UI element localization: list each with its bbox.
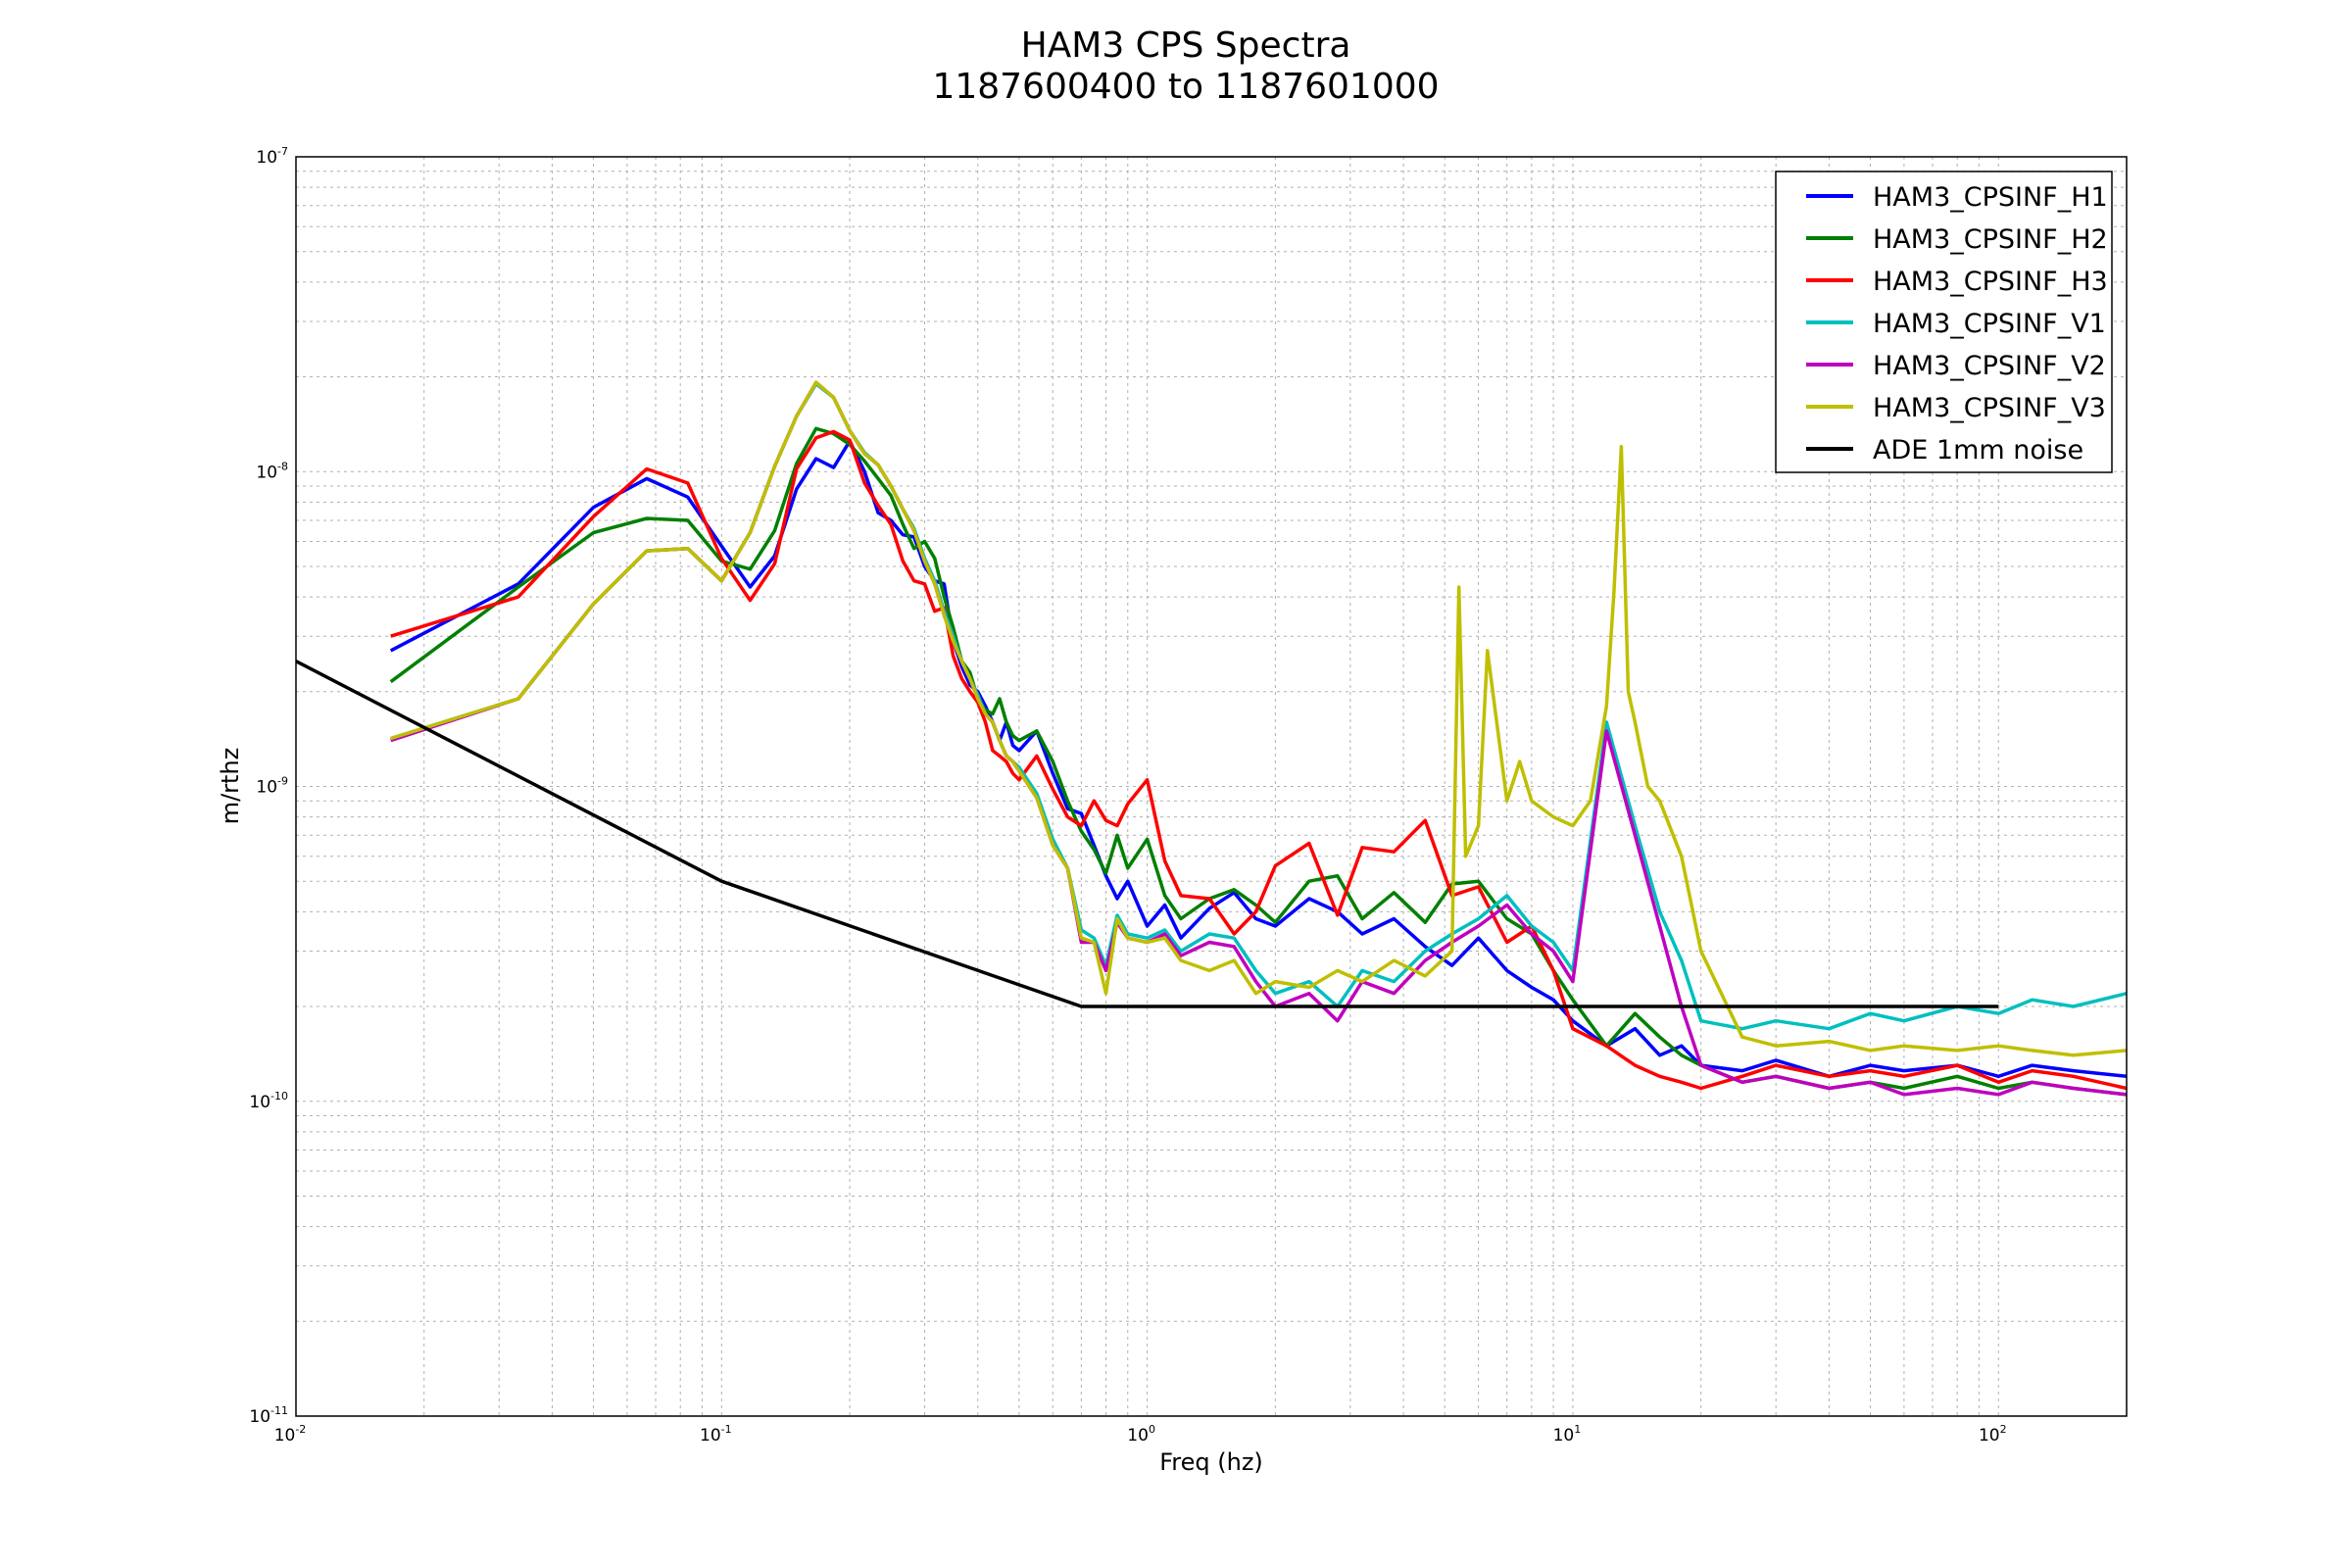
series-line-ham3-cpsinf-v3 (390, 380, 2127, 1057)
legend-label: HAM3_CPSINF_H1 (1873, 182, 2108, 213)
series-line-ade-1mm-noise (296, 660, 1999, 1008)
plot-frame (295, 156, 2128, 1417)
legend[interactable]: HAM3_CPSINF_H1 HAM3_CPSINF_H2 HAM3_CPSINF_… (1775, 171, 2113, 473)
axis-ticks: 10-2 10-1 100 101 102 10-11 10-10 10-9 10-8 10-7 (249, 145, 2006, 1446)
chart-title: HAM3 CPS Spectra (1021, 25, 1351, 66)
chart-subtitle: 1187600400 to 1187601000 (932, 67, 1439, 107)
y-tick-label: 10-10 (249, 1090, 288, 1112)
x-tick-label: 10-1 (700, 1423, 732, 1446)
y-tick-label: 10-7 (256, 145, 288, 168)
x-tick-label: 10-2 (274, 1423, 307, 1446)
series-layer (296, 380, 2127, 1097)
y-tick-label: 10-8 (256, 460, 288, 482)
x-tick-label: 101 (1553, 1423, 1582, 1446)
y-axis-label: m/rthz (217, 748, 244, 825)
x-tick-label: 102 (1979, 1423, 2007, 1446)
series-line-ham3-cpsinf-h3 (390, 429, 2127, 1091)
legend-label: HAM3_CPSINF_H2 (1873, 224, 2108, 255)
series-line-ham3-cpsinf-h1 (389, 439, 2127, 1079)
legend-label: ADE 1mm noise (1873, 435, 2083, 466)
series-line-ham3-cpsinf-h2 (389, 426, 2127, 1097)
y-tick-label: 10-9 (256, 775, 288, 798)
legend-label: HAM3_CPSINF_H3 (1873, 267, 2108, 297)
x-tick-label: 100 (1127, 1423, 1155, 1446)
legend-label: HAM3_CPSINF_V1 (1873, 309, 2106, 339)
legend-label: HAM3_CPSINF_V3 (1873, 393, 2106, 423)
x-axis-label: Freq (hz) (1159, 1448, 1263, 1476)
legend-label: HAM3_CPSINF_V2 (1873, 351, 2106, 381)
y-tick-label: 10-11 (249, 1404, 288, 1427)
